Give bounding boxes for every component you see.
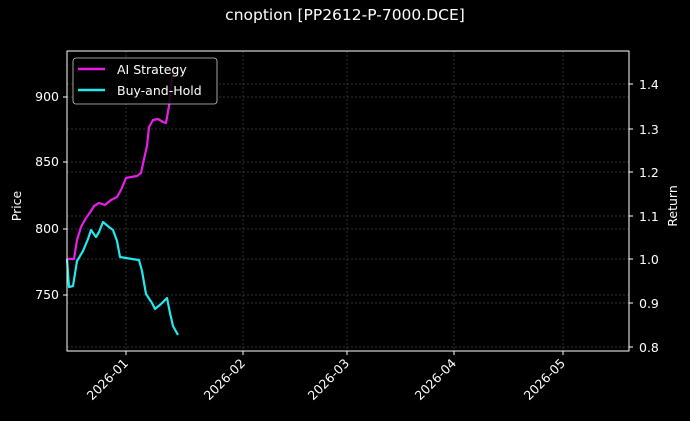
legend-label-ai-strategy: AI Strategy — [117, 62, 187, 77]
x-tick-2026-04: 2026-04 — [412, 355, 460, 403]
plot-frame — [66, 50, 630, 352]
left-axis-label: Price — [9, 190, 24, 221]
left-tick-850: 850 — [35, 154, 59, 169]
x-axis — [125, 351, 564, 355]
x-tick-2026-02: 2026-02 — [201, 356, 249, 404]
right-tick-1.3: 1.3 — [639, 122, 659, 137]
right-tick-1.4: 1.4 — [639, 77, 659, 92]
gridlines — [67, 51, 629, 351]
x-tick-2026-01: 2026-01 — [84, 356, 132, 404]
right-tick-0.9: 0.9 — [639, 296, 659, 311]
legend: AI Strategy Buy-and-Hold — [72, 57, 218, 105]
right-tick-1.0: 1.0 — [639, 252, 659, 267]
x-tick-2026-03: 2026-03 — [305, 356, 353, 404]
x-tick-2026-05: 2026-05 — [521, 356, 569, 404]
right-axis — [629, 83, 633, 348]
series-buy-and-hold-line — [65, 220, 179, 336]
legend-label-buy-and-hold: Buy-and-Hold — [117, 83, 202, 98]
series-ai-strategy-line — [67, 69, 176, 261]
left-tick-750: 750 — [35, 287, 59, 302]
right-tick-1.2: 1.2 — [639, 165, 659, 180]
right-tick-0.8: 0.8 — [639, 340, 659, 355]
right-tick-1.1: 1.1 — [639, 209, 659, 224]
left-tick-800: 800 — [35, 221, 59, 236]
left-axis — [63, 96, 67, 296]
left-tick-900: 900 — [35, 89, 59, 104]
chart-title: cnoption [PP2612-P-7000.DCE] — [225, 6, 465, 24]
right-axis-label: Return — [665, 185, 680, 226]
